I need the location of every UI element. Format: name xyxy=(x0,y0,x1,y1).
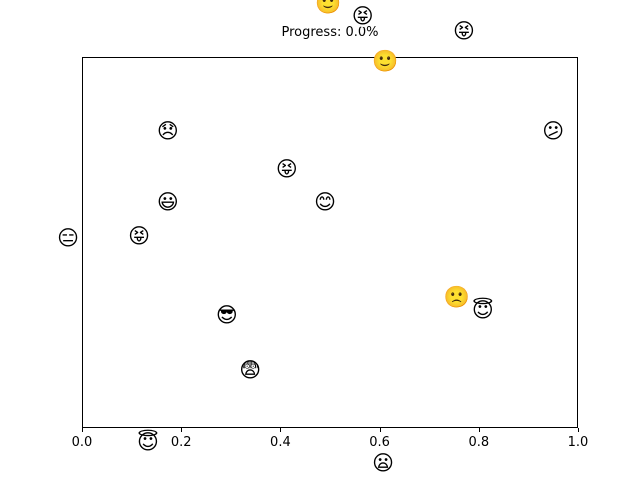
emoji-point-disappointed-face: 😞 xyxy=(156,119,179,144)
x-tick-label: 0.4 xyxy=(270,435,291,450)
emoji-point-expressionless-face: 😑 xyxy=(57,225,80,250)
x-tick-mark xyxy=(379,428,381,432)
emoji-point-squinting-face-with-tongue: 😝 xyxy=(351,4,374,29)
x-tick-label: 0.0 xyxy=(71,435,93,450)
x-tick-mark xyxy=(578,428,579,432)
plot-area xyxy=(82,57,578,428)
emoji-point-frowning-face-open-mouth: 😦 xyxy=(372,451,395,476)
x-tick-mark xyxy=(181,428,183,432)
emoji-point-smiling-face-with-halo: 😇 xyxy=(137,430,159,455)
x-tick-label: 1.0 xyxy=(567,435,589,450)
emoji-point-squinting-face-with-tongue: 😝 xyxy=(128,224,150,249)
x-tick-label: 0.6 xyxy=(369,435,390,450)
chart-title: Progress: 0.0% xyxy=(281,25,379,40)
emoji-point-fearful-face: 😨 xyxy=(239,358,262,383)
emoji-point-slightly-smiling-face: 🙂 xyxy=(315,0,341,14)
emoji-point-slightly-smiling-face: 🙂 xyxy=(371,48,399,73)
emoji-point-squinting-face-with-tongue: 😝 xyxy=(275,156,298,181)
emoji-point-squinting-face-with-tongue: 😝 xyxy=(452,18,475,43)
x-tick-label: 0.8 xyxy=(468,435,490,450)
emoji-point-smiling-face-smiling-eyes: 😊 xyxy=(314,189,336,214)
emoji-point-slightly-frowning-face: 🙁 xyxy=(443,284,471,309)
emoji-point-smiling-face-open-mouth: 😃 xyxy=(156,190,179,215)
emoji-point-smiling-face-with-sunglasses: 😎 xyxy=(215,303,238,328)
x-tick-label: 0.2 xyxy=(170,435,192,450)
x-tick-mark xyxy=(478,428,480,432)
emoji-point-confused-face: 😕 xyxy=(542,119,565,144)
x-tick-mark xyxy=(280,428,282,432)
emoji-point-smiling-face-with-halo: 😇 xyxy=(471,297,494,322)
x-tick-mark xyxy=(82,428,83,432)
